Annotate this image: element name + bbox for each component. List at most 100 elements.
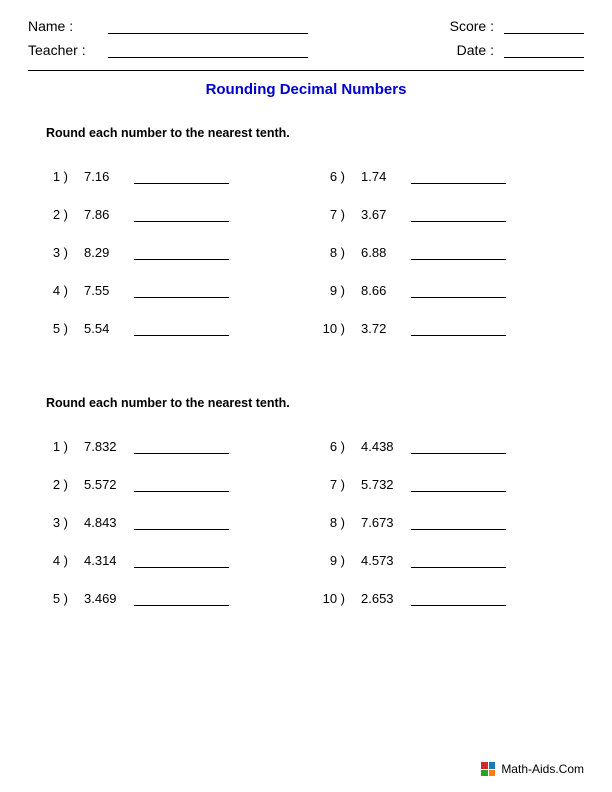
problem-row: 8 )7.673 [307,512,584,530]
problem-row: 2 )5.572 [30,474,307,492]
problem-row: 6 )1.74 [307,166,584,184]
answer-blank[interactable] [134,323,229,336]
header-divider [28,70,584,71]
answer-blank[interactable] [411,555,506,568]
answer-blank[interactable] [134,171,229,184]
problem-number: 6 ) [307,169,345,184]
problem-value: 8.66 [345,283,405,298]
name-blank[interactable] [108,20,308,34]
problem-value: 6.88 [345,245,405,260]
problem-value: 1.74 [345,169,405,184]
answer-blank[interactable] [411,209,506,222]
problem-row: 8 )6.88 [307,242,584,260]
score-field: Score : [439,18,584,34]
answer-blank[interactable] [411,323,506,336]
problem-row: 3 )4.843 [30,512,307,530]
problem-number: 9 ) [307,283,345,298]
problem-value: 5.54 [68,321,128,336]
problem-value: 7.16 [68,169,128,184]
problem-number: 8 ) [307,245,345,260]
name-label: Name : [28,18,98,34]
problem-number: 8 ) [307,515,345,530]
problem-row: 7 )3.67 [307,204,584,222]
problems-column: 1 )7.8322 )5.5723 )4.8434 )4.3145 )3.469 [30,436,307,626]
score-label: Score : [439,18,494,34]
problem-value: 4.843 [68,515,128,530]
date-blank[interactable] [504,44,584,58]
problems-grid: 1 )7.162 )7.863 )8.294 )7.555 )5.546 )1.… [28,166,584,356]
problem-number: 5 ) [30,591,68,606]
worksheet-page: Name : Score : Teacher : Date : Rounding… [0,0,612,626]
problem-row: 1 )7.832 [30,436,307,454]
problem-row: 7 )5.732 [307,474,584,492]
problem-row: 4 )4.314 [30,550,307,568]
answer-blank[interactable] [411,517,506,530]
score-blank[interactable] [504,20,584,34]
problem-number: 4 ) [30,283,68,298]
problems-column: 6 )1.74 7 )3.67 8 )6.88 9 )8.66 10 )3.72 [307,166,584,356]
problem-number: 3 ) [30,245,68,260]
sections-container: Round each number to the nearest tenth. 1… [28,126,584,626]
name-field: Name : [28,18,308,34]
problem-row: 5 )5.54 [30,318,307,336]
problem-row: 10 )3.72 [307,318,584,336]
problem-value: 7.86 [68,207,128,222]
section-instruction: Round each number to the nearest tenth. [46,126,584,140]
teacher-label: Teacher : [28,42,98,58]
problem-number: 10 ) [307,591,345,606]
problem-number: 1 ) [30,169,68,184]
answer-blank[interactable] [134,593,229,606]
problem-row: 6 )4.438 [307,436,584,454]
problem-number: 9 ) [307,553,345,568]
answer-blank[interactable] [134,209,229,222]
problem-number: 1 ) [30,439,68,454]
problem-value: 8.29 [68,245,128,260]
problem-row: 2 )7.86 [30,204,307,222]
answer-blank[interactable] [411,171,506,184]
problem-number: 4 ) [30,553,68,568]
answer-blank[interactable] [134,479,229,492]
problem-number: 6 ) [307,439,345,454]
section-instruction: Round each number to the nearest tenth. [46,396,584,410]
answer-blank[interactable] [134,441,229,454]
answer-blank[interactable] [411,479,506,492]
date-field: Date : [439,42,584,58]
problem-row: 10 )2.653 [307,588,584,606]
header-row-1: Name : Score : [28,18,584,34]
problem-number: 3 ) [30,515,68,530]
problem-value: 4.573 [345,553,405,568]
header-row-2: Teacher : Date : [28,42,584,58]
answer-blank[interactable] [411,441,506,454]
date-label: Date : [439,42,494,58]
footer-logo-icon [481,762,495,776]
problems-grid: 1 )7.8322 )5.5723 )4.8434 )4.3145 )3.469… [28,436,584,626]
teacher-blank[interactable] [108,44,308,58]
problem-number: 7 ) [307,207,345,222]
problem-number: 2 ) [30,207,68,222]
answer-blank[interactable] [411,285,506,298]
problems-column: 6 )4.438 7 )5.732 8 )7.673 9 )4.573 10 )2.65… [307,436,584,626]
problem-number: 7 ) [307,477,345,492]
problem-number: 2 ) [30,477,68,492]
answer-blank[interactable] [134,517,229,530]
problem-value: 4.314 [68,553,128,568]
problem-value: 2.653 [345,591,405,606]
answer-blank[interactable] [134,285,229,298]
problems-column: 1 )7.162 )7.863 )8.294 )7.555 )5.54 [30,166,307,356]
problem-number: 5 ) [30,321,68,336]
problem-row: 3 )8.29 [30,242,307,260]
answer-blank[interactable] [411,247,506,260]
page-title: Rounding Decimal Numbers [28,81,584,98]
footer: Math-Aids.Com [481,762,584,776]
answer-blank[interactable] [411,593,506,606]
problem-number: 10 ) [307,321,345,336]
problem-value: 7.673 [345,515,405,530]
answer-blank[interactable] [134,555,229,568]
answer-blank[interactable] [134,247,229,260]
problem-row: 9 )8.66 [307,280,584,298]
worksheet-section: Round each number to the nearest tenth. 1… [28,126,584,356]
problem-value: 5.572 [68,477,128,492]
problem-value: 5.732 [345,477,405,492]
footer-text: Math-Aids.Com [501,762,584,776]
problem-value: 4.438 [345,439,405,454]
